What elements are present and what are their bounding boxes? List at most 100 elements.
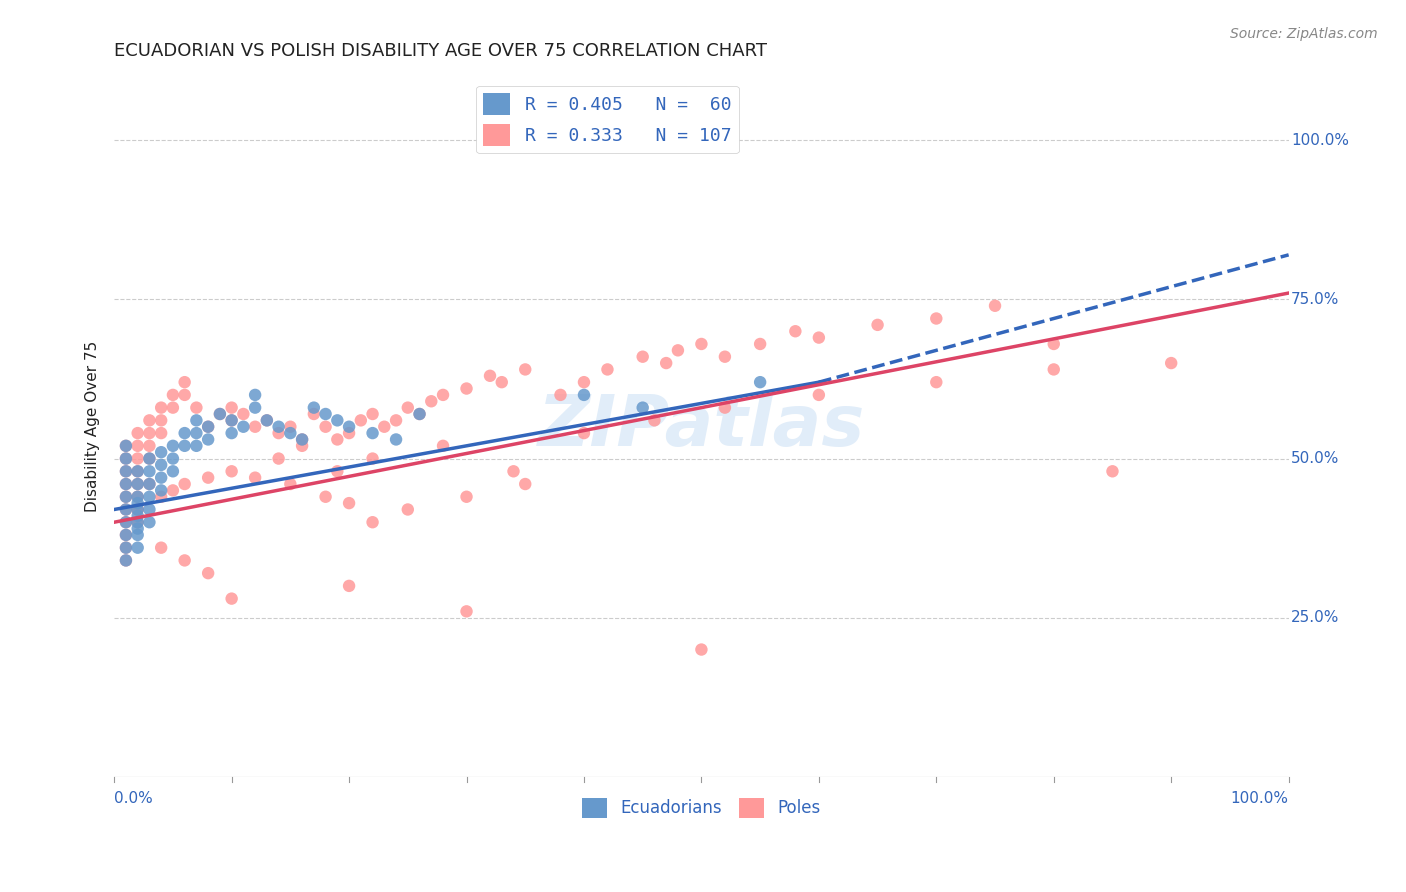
Poles xyxy=(173,388,195,402)
Poles xyxy=(690,337,713,351)
Poles xyxy=(385,413,408,427)
Ecuadorians xyxy=(127,464,149,478)
Poles xyxy=(208,407,231,421)
Poles xyxy=(267,451,290,466)
Ecuadorians xyxy=(115,477,138,491)
Poles xyxy=(138,426,160,441)
Poles xyxy=(666,343,689,358)
Poles xyxy=(350,413,373,427)
Poles xyxy=(596,362,619,376)
Ecuadorians xyxy=(115,464,138,478)
Ecuadorians xyxy=(127,477,149,491)
Ecuadorians xyxy=(150,458,173,472)
Ecuadorians xyxy=(115,439,138,453)
Poles xyxy=(197,419,219,434)
Poles xyxy=(491,375,513,389)
Poles xyxy=(655,356,678,370)
Ecuadorians xyxy=(326,413,349,427)
Poles xyxy=(138,439,160,453)
Poles xyxy=(502,464,524,478)
Poles xyxy=(138,477,160,491)
Ecuadorians xyxy=(173,439,195,453)
Ecuadorians xyxy=(361,426,384,441)
Ecuadorians xyxy=(162,439,184,453)
Poles xyxy=(572,426,595,441)
Poles xyxy=(173,553,195,567)
Poles xyxy=(221,413,243,427)
Poles xyxy=(280,477,302,491)
Poles xyxy=(984,299,1007,313)
Poles xyxy=(115,490,138,504)
Ecuadorians xyxy=(186,413,208,427)
Poles xyxy=(550,388,572,402)
Poles xyxy=(115,553,138,567)
Text: ECUADORIAN VS POLISH DISABILITY AGE OVER 75 CORRELATION CHART: ECUADORIAN VS POLISH DISABILITY AGE OVER… xyxy=(114,42,768,60)
Poles xyxy=(1042,362,1064,376)
Poles xyxy=(115,477,138,491)
Poles xyxy=(714,350,737,364)
Poles xyxy=(267,426,290,441)
Poles xyxy=(115,439,138,453)
Ecuadorians xyxy=(127,508,149,523)
Poles xyxy=(315,490,337,504)
Poles xyxy=(115,541,138,555)
Ecuadorians xyxy=(138,464,160,478)
Ecuadorians xyxy=(173,426,195,441)
Ecuadorians xyxy=(115,451,138,466)
Poles xyxy=(150,413,173,427)
Ecuadorians xyxy=(127,490,149,504)
Ecuadorians xyxy=(115,490,138,504)
Ecuadorians xyxy=(631,401,654,415)
Poles xyxy=(280,419,302,434)
Poles xyxy=(361,515,384,529)
Ecuadorians xyxy=(186,426,208,441)
Poles xyxy=(127,502,149,516)
Poles xyxy=(456,382,478,396)
Poles xyxy=(221,591,243,606)
Ecuadorians xyxy=(337,419,360,434)
Poles xyxy=(432,439,454,453)
Poles xyxy=(127,477,149,491)
Poles xyxy=(326,433,349,447)
Ecuadorians xyxy=(197,419,219,434)
Ecuadorians xyxy=(127,541,149,555)
Ecuadorians xyxy=(127,522,149,536)
Poles xyxy=(256,413,278,427)
Poles xyxy=(138,413,160,427)
Ecuadorians xyxy=(280,426,302,441)
Ecuadorians xyxy=(186,439,208,453)
Poles xyxy=(127,464,149,478)
Poles xyxy=(197,470,219,484)
Ecuadorians xyxy=(150,445,173,459)
Poles xyxy=(1160,356,1182,370)
Poles xyxy=(221,401,243,415)
Poles xyxy=(127,439,149,453)
Poles xyxy=(925,311,948,326)
Poles xyxy=(807,330,830,344)
Text: 100.0%: 100.0% xyxy=(1230,791,1289,805)
Poles xyxy=(420,394,443,409)
Poles xyxy=(396,401,419,415)
Text: ZIPatlas: ZIPatlas xyxy=(537,392,865,461)
Ecuadorians xyxy=(302,401,325,415)
Poles xyxy=(150,541,173,555)
Ecuadorians xyxy=(208,407,231,421)
Poles xyxy=(115,528,138,542)
Poles xyxy=(127,426,149,441)
Poles xyxy=(162,388,184,402)
Poles xyxy=(1042,337,1064,351)
Text: 100.0%: 100.0% xyxy=(1291,133,1348,148)
Ecuadorians xyxy=(115,528,138,542)
Ecuadorians xyxy=(385,433,408,447)
Ecuadorians xyxy=(127,496,149,510)
Ecuadorians xyxy=(221,413,243,427)
Text: 0.0%: 0.0% xyxy=(114,791,153,805)
Poles xyxy=(127,490,149,504)
Poles xyxy=(291,433,314,447)
Poles xyxy=(572,375,595,389)
Poles xyxy=(162,401,184,415)
Ecuadorians xyxy=(315,407,337,421)
Ecuadorians xyxy=(138,502,160,516)
Ecuadorians xyxy=(138,477,160,491)
Poles xyxy=(337,579,360,593)
